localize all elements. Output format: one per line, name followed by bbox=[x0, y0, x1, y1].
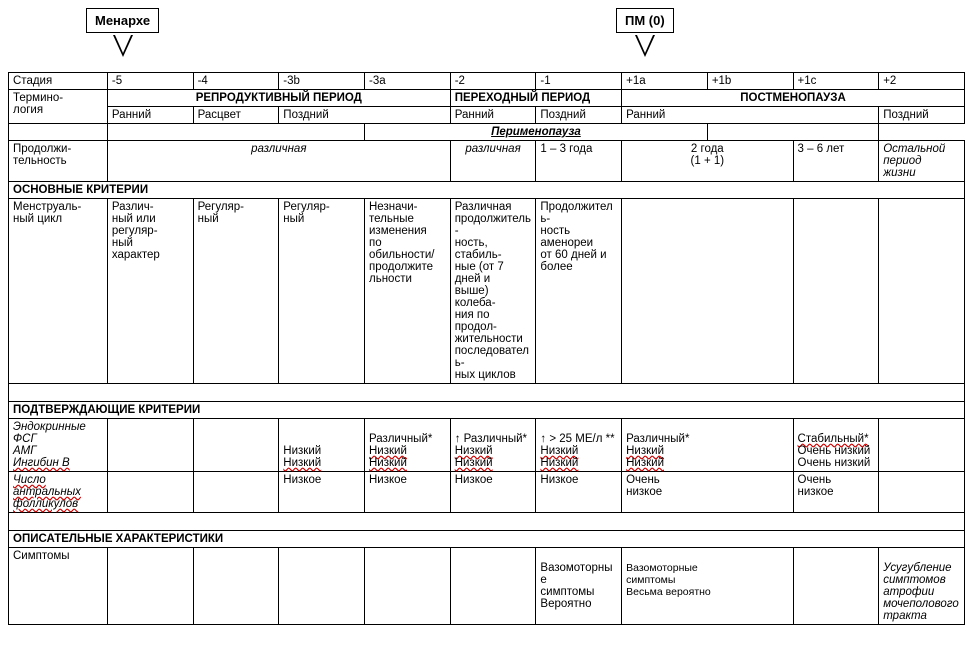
stage-cell: -2 bbox=[450, 73, 536, 90]
row-menstrual-cycle: Менструаль- ный цикл Различ- ный или рег… bbox=[9, 199, 965, 384]
label-terminology: Термино- логия bbox=[9, 90, 108, 124]
mc-p1ab bbox=[622, 199, 793, 384]
label-fsh: ФСГ bbox=[13, 433, 37, 445]
spacer-row bbox=[9, 513, 965, 531]
stage-cell: -5 bbox=[107, 73, 193, 90]
sym-m1: Вазомоторные симптомы Вероятно bbox=[536, 548, 622, 625]
sub-repro-late: Поздний bbox=[279, 107, 450, 124]
marker-menarche-label: Менархе bbox=[86, 8, 159, 33]
label-main-criteria: ОСНОВНЫЕ КРИТЕРИИ bbox=[9, 182, 965, 199]
section-descriptive: ОПИСАТЕЛЬНЫЕ ХАРАКТЕРИСТИКИ bbox=[9, 531, 965, 548]
endo-p1c: Стабильный* Очень низкий Очень низкий bbox=[793, 419, 879, 472]
row-terminology-period: Термино- логия РЕПРОДУКТИВНЫЙ ПЕРИОД ПЕР… bbox=[9, 90, 965, 107]
label-endocrine: Эндокринные bbox=[13, 421, 86, 433]
chevron-down-icon bbox=[113, 35, 133, 57]
cell-dur-trans-early: различная bbox=[450, 141, 536, 182]
row-endocrine: Эндокринные ФСГ АМГ Ингибин В Низкий Низ… bbox=[9, 419, 965, 472]
sub-trans-late: Поздний bbox=[536, 107, 622, 124]
row-perimenopause: Перименопауза bbox=[9, 124, 965, 141]
label-stage: Стадия bbox=[9, 73, 108, 90]
endo-m3b: Низкий Низкий bbox=[279, 419, 365, 472]
spacer-row bbox=[9, 384, 965, 402]
af-m1: Низкое bbox=[536, 472, 622, 513]
endo-m2: ↑ Различный* Низкий Низкий bbox=[450, 419, 536, 472]
af-p1c: Очень низкое bbox=[793, 472, 879, 513]
row-antral-follicles: Число антральных фолликулов Низкое Низко… bbox=[9, 472, 965, 513]
stage-cell: +1b bbox=[707, 73, 793, 90]
stage-cell: -1 bbox=[536, 73, 622, 90]
mc-p2 bbox=[879, 199, 965, 384]
marker-pm0: ПМ (0) bbox=[616, 8, 674, 57]
stage-cell: -3a bbox=[365, 73, 451, 90]
mc-m2: Различная продолжитель- ность, стабиль- … bbox=[450, 199, 536, 384]
stage-cell: -3b bbox=[279, 73, 365, 90]
stage-markers: Менархе ПМ (0) bbox=[8, 8, 965, 68]
sub-repro-peak: Расцвет bbox=[193, 107, 279, 124]
endo-m4 bbox=[193, 419, 279, 472]
endo-m3a: Различный* Низкий Низкий bbox=[365, 419, 451, 472]
mc-m5: Различ- ный или регуляр- ный характер bbox=[107, 199, 193, 384]
af-m2: Низкое bbox=[450, 472, 536, 513]
cell-dur-trans-late: 1 – 3 года bbox=[536, 141, 622, 182]
endo-m1: ↑ > 25 МЕ/л ** Низкий Низкий bbox=[536, 419, 622, 472]
row-symptoms: Симптомы Вазомоторные симптомы Вероятно … bbox=[9, 548, 965, 625]
mc-m3b: Регуляр- ный bbox=[279, 199, 365, 384]
mc-m4: Регуляр- ный bbox=[193, 199, 279, 384]
cell-dur-post-1c: 3 – 6 лет bbox=[793, 141, 879, 182]
stage-cell: -4 bbox=[193, 73, 279, 90]
marker-pm0-label: ПМ (0) bbox=[616, 8, 674, 33]
row-terminology-sub: Ранний Расцвет Поздний Ранний Поздний Ра… bbox=[9, 107, 965, 124]
label-antral-follicles: Число антральных фолликулов bbox=[9, 472, 108, 513]
endo-p2 bbox=[879, 419, 965, 472]
cell-reproductive: РЕПРОДУКТИВНЫЙ ПЕРИОД bbox=[107, 90, 450, 107]
label-symptoms: Симптомы bbox=[9, 548, 108, 625]
label-supporting-criteria: ПОДТВЕРЖДАЮЩИЕ КРИТЕРИИ bbox=[9, 402, 965, 419]
mc-m3a: Незначи- тельные изменения по обильности… bbox=[365, 199, 451, 384]
mc-p1c bbox=[793, 199, 879, 384]
mc-m1: Продолжитель- ность аменореи от 60 дней … bbox=[536, 199, 622, 384]
chevron-down-icon bbox=[635, 35, 655, 57]
sub-repro-early: Ранний bbox=[107, 107, 193, 124]
cell-transition: ПЕРЕХОДНЫЙ ПЕРИОД bbox=[450, 90, 621, 107]
cell-dur-post-1ab: 2 года (1 + 1) bbox=[622, 141, 793, 182]
label-duration: Продолжи- тельность bbox=[9, 141, 108, 182]
label-descriptive: ОПИСАТЕЛЬНЫЕ ХАРАКТЕРИСТИКИ bbox=[9, 531, 965, 548]
sub-post-early: Ранний bbox=[622, 107, 879, 124]
stage-cell: +1a bbox=[622, 73, 708, 90]
cell-perimenopause: Перименопауза bbox=[365, 124, 708, 141]
marker-menarche: Менархе bbox=[86, 8, 159, 57]
endo-m5 bbox=[107, 419, 193, 472]
stage-cell: +1c bbox=[793, 73, 879, 90]
cell-postmenopause: ПОСТМЕНОПАУЗА bbox=[622, 90, 965, 107]
label-inhibinB: Ингибин В bbox=[13, 457, 70, 469]
af-p1ab: Очень низкое bbox=[622, 472, 793, 513]
row-duration: Продолжи- тельность различная различная … bbox=[9, 141, 965, 182]
label-menstrual-cycle: Менструаль- ный цикл bbox=[9, 199, 108, 384]
cell-dur-post-2: Остальной период жизни bbox=[879, 141, 965, 182]
label-amh: АМГ bbox=[13, 445, 37, 457]
af-m3b: Низкое bbox=[279, 472, 365, 513]
sym-p1ab: Вазомоторные симптомы Весьма вероятно bbox=[622, 548, 793, 625]
section-supporting-criteria: ПОДТВЕРЖДАЮЩИЕ КРИТЕРИИ bbox=[9, 402, 965, 419]
cell-dur-repro: различная bbox=[107, 141, 450, 182]
section-main-criteria: ОСНОВНЫЕ КРИТЕРИИ bbox=[9, 182, 965, 199]
sub-trans-early: Ранний bbox=[450, 107, 536, 124]
row-stage: Стадия -5 -4 -3b -3a -2 -1 +1a +1b +1c +… bbox=[9, 73, 965, 90]
sym-p2: Усугубление симптомов атрофии мочеполово… bbox=[879, 548, 965, 625]
endocrine-labels: Эндокринные ФСГ АМГ Ингибин В bbox=[9, 419, 108, 472]
sub-post-late: Поздний bbox=[879, 107, 965, 124]
endo-p1ab: Различный* Низкий Низкий bbox=[622, 419, 793, 472]
stage-cell: +2 bbox=[879, 73, 965, 90]
straw-table: Стадия -5 -4 -3b -3a -2 -1 +1a +1b +1c +… bbox=[8, 72, 965, 625]
af-m3a: Низкое bbox=[365, 472, 451, 513]
